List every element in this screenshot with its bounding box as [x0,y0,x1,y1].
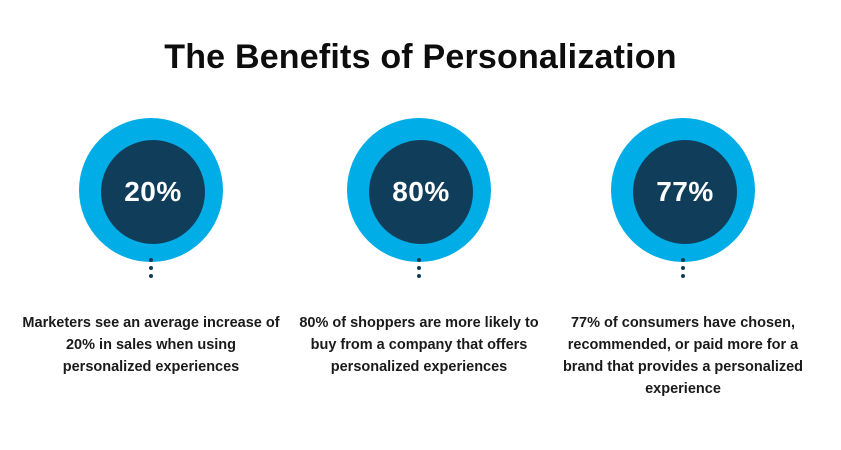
connector-dot [149,274,153,278]
connector-dot [149,258,153,262]
stat-inner-circle: 20% [101,140,205,244]
page-title: The Benefits of Personalization [164,38,677,76]
stat-inner-circle: 80% [369,140,473,244]
stat-outer-circle: 20% [79,118,223,262]
stat-description: 77% of consumers have chosen, recommende… [562,315,804,397]
stat-description: 80% of shoppers are more likely to buy f… [299,315,539,375]
stat-outer-circle: 77% [611,118,755,262]
dotted-connector [680,258,686,288]
connector-dot [681,274,685,278]
stat-card-2: 80% 80% of shoppers are more likely to b… [289,0,549,450]
stat-description: Marketers see an average increase of 20%… [22,315,280,375]
connector-dot [681,266,685,270]
stat-value: 20% [124,176,182,207]
connector-dot [417,266,421,270]
connector-dot [417,274,421,278]
connector-dot [417,258,421,262]
stat-card-1: 20% Marketers see an average increase of… [21,0,281,450]
stat-value: 77% [656,176,714,207]
connector-dot [681,258,685,262]
connector-dot [149,266,153,270]
stat-card-3: 77% 77% of consumers have chosen, recomm… [553,0,813,450]
stat-outer-circle: 80% [347,118,491,262]
stat-value: 80% [392,176,450,207]
stat-inner-circle: 77% [633,140,737,244]
dotted-connector [148,258,154,288]
dotted-connector [416,258,422,288]
